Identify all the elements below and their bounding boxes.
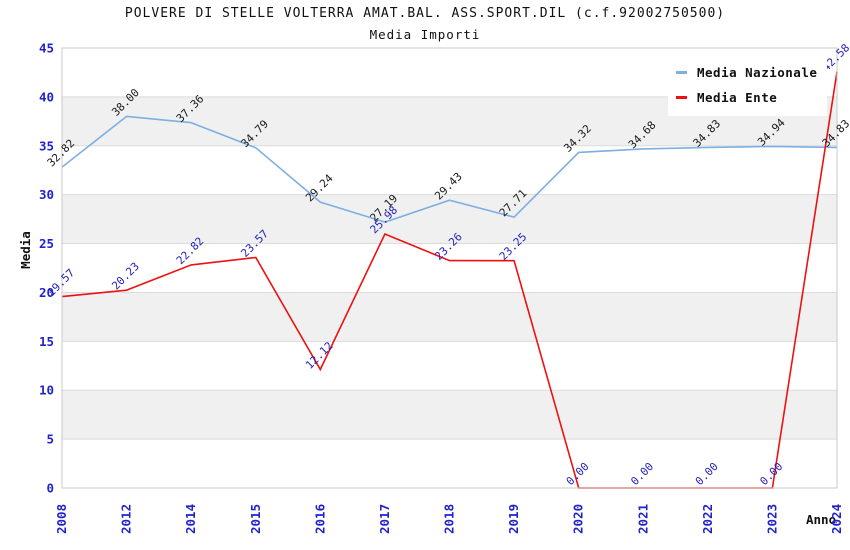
chart-subtitle: Media Importi (369, 27, 481, 42)
x-tick-label: 2018 (442, 504, 457, 534)
x-tick-label: 2017 (377, 504, 392, 534)
y-tick-label: 25 (39, 236, 54, 251)
point-label: 0.00 (628, 460, 656, 488)
x-tick-label: 2014 (183, 504, 198, 534)
band (62, 292, 837, 342)
legend-item-media-ente: Media Ente (676, 85, 817, 110)
y-tick-label: 45 (39, 41, 54, 56)
plot-bands (62, 96, 837, 440)
y-tick-labels: 0 5 10 15 20 25 30 35 40 45 (39, 41, 54, 496)
x-tick-label: 2012 (119, 504, 134, 534)
legend-item-media-nazionale: Media Nazionale (676, 60, 817, 85)
legend: Media Nazionale Media Ente (668, 56, 828, 116)
x-tick-label: 2020 (571, 504, 586, 534)
y-tick-label: 0 (46, 481, 54, 496)
point-label: 0.00 (693, 460, 721, 488)
x-tick-labels: 2008 2012 2014 2015 2016 2017 2018 2019 2020 2021… (54, 504, 844, 534)
y-tick-label: 35 (39, 138, 54, 153)
x-tick-label: 2016 (312, 504, 327, 534)
point-label: 0.00 (757, 460, 785, 488)
plot-gridlines (62, 96, 837, 440)
chart-title: POLVERE DI STELLE VOLTERRA AMAT.BAL. ASS… (124, 6, 726, 21)
y-tick-label: 20 (39, 285, 54, 300)
y-tick-label: 30 (39, 187, 54, 202)
y-tick-label: 5 (46, 432, 54, 447)
x-axis-title: Anno (806, 512, 837, 527)
x-tick-label: 2021 (635, 504, 650, 534)
band (62, 194, 837, 244)
x-tick-label: 2019 (506, 504, 521, 534)
plot-area-border (61, 47, 838, 489)
x-tick-label: 2008 (54, 504, 69, 534)
legend-swatch-ente-icon (676, 96, 687, 99)
y-tick-label: 15 (39, 334, 54, 349)
x-tick-label: 2024 (829, 504, 844, 534)
y-tick-label: 10 (39, 383, 54, 398)
x-tick-label: 2023 (764, 504, 779, 534)
line-media-nazionale (61, 115, 838, 223)
legend-label-ente: Media Ente (697, 90, 778, 105)
y-tick-label: 40 (39, 89, 54, 104)
legend-swatch-nazionale-icon (676, 71, 687, 74)
legend-label-nazionale: Media Nazionale (697, 65, 818, 80)
x-tick-label: 2015 (248, 504, 263, 534)
band (62, 390, 837, 440)
point-label: 20.23 (109, 260, 142, 293)
x-tick-label: 2022 (700, 504, 715, 534)
